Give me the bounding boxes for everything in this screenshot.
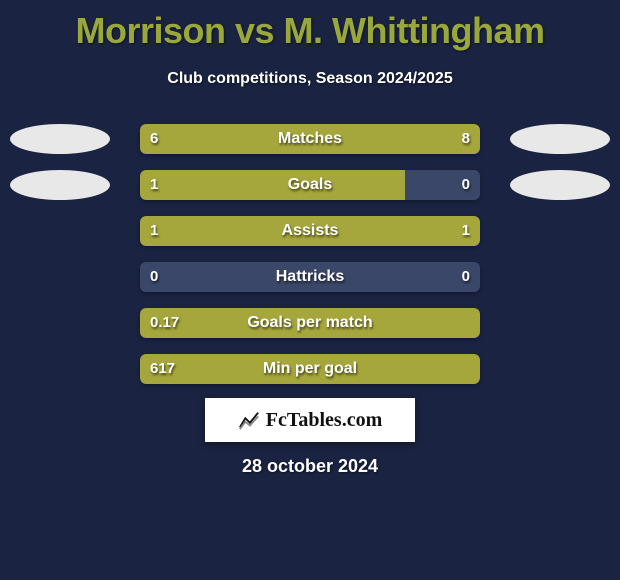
player-silhouette-left bbox=[10, 124, 110, 154]
generation-date: 28 october 2024 bbox=[0, 456, 620, 477]
stat-bar-track bbox=[140, 124, 480, 154]
stat-bar-track bbox=[140, 262, 480, 292]
stat-bar-track bbox=[140, 308, 480, 338]
stat-value-right: 8 bbox=[462, 124, 470, 154]
stat-value-left: 0.17 bbox=[150, 308, 179, 338]
stat-value-left: 617 bbox=[150, 354, 175, 384]
stat-bar-track bbox=[140, 216, 480, 246]
stat-value-right: 0 bbox=[462, 262, 470, 292]
player-silhouette-left bbox=[10, 170, 110, 200]
stat-row: Min per goal617 bbox=[0, 346, 620, 392]
fctables-logo: FcTables.com bbox=[205, 398, 415, 442]
comparison-subtitle: Club competitions, Season 2024/2025 bbox=[0, 70, 620, 88]
stat-bar-fill-left bbox=[140, 170, 405, 200]
comparison-title: Morrison vs M. Whittingham bbox=[0, 0, 620, 52]
stat-row: Goals10 bbox=[0, 162, 620, 208]
stat-row: Matches68 bbox=[0, 116, 620, 162]
stat-bar-fill-right bbox=[310, 216, 480, 246]
player-silhouette-right bbox=[510, 170, 610, 200]
stat-bar-track bbox=[140, 170, 480, 200]
stat-row: Assists11 bbox=[0, 208, 620, 254]
stat-bar-fill-left bbox=[140, 216, 310, 246]
stat-bar-fill bbox=[140, 308, 480, 338]
logo-text: FcTables.com bbox=[238, 409, 382, 432]
stat-value-right: 1 bbox=[462, 216, 470, 246]
stat-value-left: 1 bbox=[150, 216, 158, 246]
stat-bar-fill bbox=[140, 354, 480, 384]
chart-lines-icon bbox=[238, 409, 260, 431]
stat-value-left: 6 bbox=[150, 124, 158, 154]
stat-row: Hattricks00 bbox=[0, 254, 620, 300]
stat-value-right: 0 bbox=[462, 170, 470, 200]
stat-bar-track bbox=[140, 354, 480, 384]
stat-row: Goals per match0.17 bbox=[0, 300, 620, 346]
player-silhouette-right bbox=[510, 124, 610, 154]
stat-bar-fill-left bbox=[140, 124, 286, 154]
stat-bar-fill-right bbox=[286, 124, 480, 154]
stat-value-left: 0 bbox=[150, 262, 158, 292]
logo-label: FcTables.com bbox=[266, 409, 382, 432]
stat-value-left: 1 bbox=[150, 170, 158, 200]
stat-rows-container: Matches68Goals10Assists11Hattricks00Goal… bbox=[0, 116, 620, 392]
